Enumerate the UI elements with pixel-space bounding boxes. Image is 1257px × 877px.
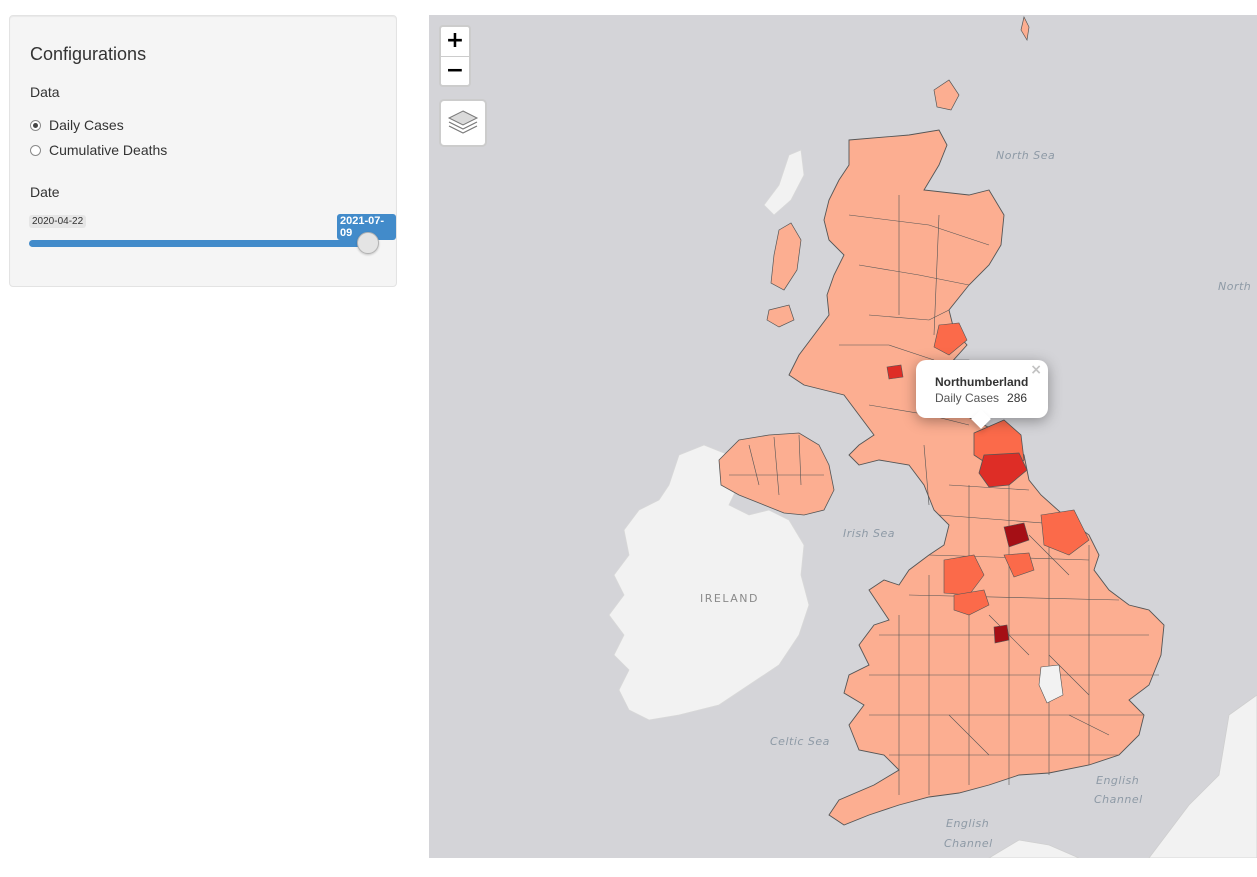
zoom-controls: + − xyxy=(439,25,471,87)
great-britain xyxy=(788,129,1165,826)
celtic-sea-label: Celtic Sea xyxy=(770,735,830,748)
english-channel-label: English xyxy=(1096,774,1140,787)
choropleth-map[interactable] xyxy=(429,15,1257,858)
date-slider-track[interactable] xyxy=(29,240,369,247)
date-slider-fill xyxy=(29,240,369,247)
data-label: Data xyxy=(30,84,60,100)
date-label: Date xyxy=(30,184,60,200)
map-view[interactable]: + − North Sea North Irish Sea IRELAND Ce… xyxy=(429,15,1257,858)
shetland xyxy=(1020,15,1030,42)
ireland-label: IRELAND xyxy=(700,592,759,605)
inner-hebrides-1 xyxy=(770,222,802,291)
radio-unselected-icon[interactable] xyxy=(30,144,41,156)
region-manchester xyxy=(943,554,985,596)
radio-cumulative-deaths[interactable]: Cumulative Deaths xyxy=(30,142,167,158)
region-fife xyxy=(933,322,968,356)
continent-land-south xyxy=(988,839,1080,858)
zoom-out-button[interactable]: − xyxy=(445,58,465,83)
layers-button[interactable] xyxy=(439,99,487,147)
radio-selected-icon[interactable] xyxy=(30,119,41,131)
region-midlands xyxy=(993,624,1010,644)
radio-daily-cases[interactable]: Daily Cases xyxy=(30,117,124,133)
region-leeds xyxy=(1003,522,1030,548)
radio-label: Daily Cases xyxy=(49,117,124,133)
ireland-land xyxy=(608,444,810,721)
northern-ireland xyxy=(718,432,835,516)
region-tyneside xyxy=(978,452,1028,488)
radio-label: Cumulative Deaths xyxy=(49,142,168,158)
irish-sea-label: Irish Sea xyxy=(843,527,896,540)
region-lancs xyxy=(953,589,990,616)
slider-value-label: 2021-07-09 xyxy=(337,214,396,240)
region-sheffield xyxy=(1003,552,1035,578)
continent-land-north xyxy=(1148,694,1257,858)
popup-close-button[interactable]: × xyxy=(1030,362,1042,378)
region-popup: × Northumberland Daily Cases 286 xyxy=(916,360,1048,418)
panel-title: Configurations xyxy=(30,44,147,64)
popup-metric-row: Daily Cases 286 xyxy=(935,391,1027,405)
north-sea-label: North Sea xyxy=(996,149,1056,162)
orkney xyxy=(933,79,960,111)
channel-label: Channel xyxy=(1094,793,1143,806)
inner-hebrides-2 xyxy=(766,304,795,328)
layers-icon xyxy=(447,110,479,134)
region-london-white xyxy=(1038,664,1064,704)
region-yorkshire-east xyxy=(1040,509,1090,556)
north-sea-label-right: North xyxy=(1218,280,1252,293)
date-slider-handle[interactable] xyxy=(357,232,379,254)
channel-label-2: Channel xyxy=(944,837,993,850)
outer-hebrides xyxy=(763,149,805,216)
slider-min-label: 2020-04-22 xyxy=(29,215,87,228)
popup-metric-value: 286 xyxy=(1007,391,1028,405)
english-channel-label-2: English xyxy=(946,817,990,830)
region-glasgow xyxy=(886,364,904,380)
configurations-panel: Configurations Data Daily Cases Cumulati… xyxy=(9,15,397,287)
popup-metric-label: Daily Cases xyxy=(935,391,1000,405)
popup-title: Northumberland xyxy=(935,375,1029,389)
zoom-in-button[interactable]: + xyxy=(441,27,469,57)
